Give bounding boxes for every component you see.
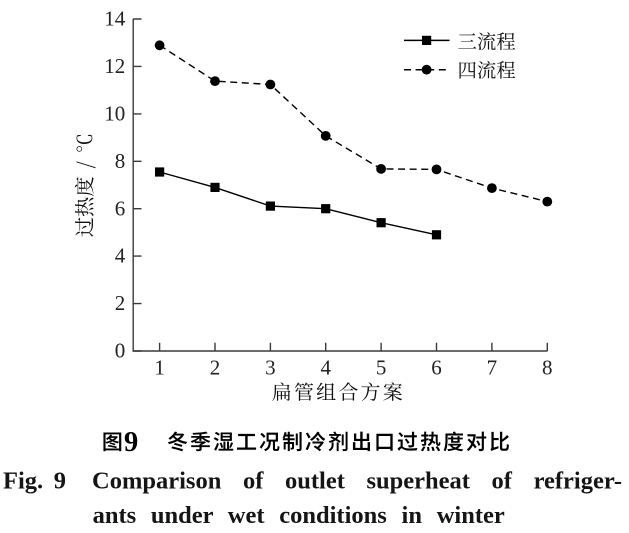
svg-text:12: 12	[104, 54, 125, 78]
svg-text:3: 3	[265, 356, 276, 380]
svg-text:0: 0	[115, 339, 126, 363]
svg-text:2: 2	[210, 356, 221, 380]
svg-text:2: 2	[115, 291, 126, 315]
svg-text:4: 4	[115, 244, 126, 268]
svg-text:1: 1	[154, 356, 165, 380]
svg-text:Fig. 9: Fig. 9	[3, 468, 66, 495]
svg-text:Comparison of outlet superheat: Comparison of outlet superheat of refrig…	[92, 468, 622, 495]
svg-text:6: 6	[115, 196, 126, 220]
svg-text:10: 10	[104, 102, 125, 126]
svg-text:14: 14	[104, 7, 126, 31]
svg-text:7: 7	[487, 356, 498, 380]
svg-text:9: 9	[124, 427, 138, 458]
svg-text:ants under wet conditions in w: ants under wet conditions in winter	[93, 502, 505, 529]
svg-text:8: 8	[542, 356, 553, 380]
svg-text:8: 8	[115, 149, 126, 173]
svg-text:5: 5	[376, 356, 387, 380]
svg-text:4: 4	[320, 356, 331, 380]
svg-text:6: 6	[431, 356, 442, 380]
